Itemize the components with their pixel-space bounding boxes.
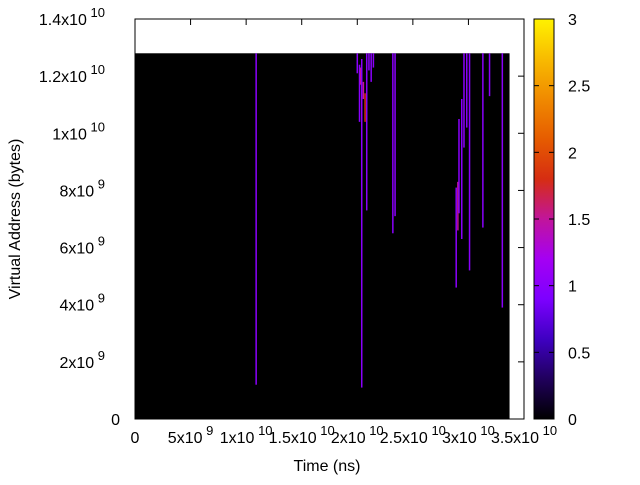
heatmap-event-line <box>365 53 368 211</box>
heatmap-zero-region <box>135 53 510 420</box>
heatmap-event-line <box>359 67 362 85</box>
y-tick-label: 4x10 9 <box>59 291 105 315</box>
y-tick-label: 1x10 10 <box>52 119 105 143</box>
heatmap-event-line <box>455 187 457 288</box>
x-tick-label: 3x10 10 <box>442 423 495 447</box>
heatmap-event-line <box>482 53 484 228</box>
heatmap-event-line <box>255 53 257 385</box>
plot-frame <box>134 18 525 420</box>
colorbar-tick-label: 0 <box>568 412 577 429</box>
colorbar-tick-label: 2 <box>568 145 577 162</box>
colorbar-tick-label: 1 <box>568 279 577 296</box>
heatmap-event-line <box>364 93 366 122</box>
heatmap-event-line <box>488 53 491 97</box>
colorbar-tick-label: 2.5 <box>568 79 590 96</box>
heatmap-event-line <box>392 53 394 234</box>
y-tick-label: 2x10 9 <box>59 348 105 372</box>
x-tick-label: 3.5x10 10 <box>491 423 557 447</box>
heatmap-event-line <box>358 64 361 122</box>
heatmap-event-line <box>360 59 363 388</box>
x-tick-label: 2.5x10 10 <box>380 423 446 447</box>
y-tick-label: 8x10 9 <box>59 176 105 200</box>
colorbar-tick-label: 3 <box>568 12 577 29</box>
heatmap-event-line <box>370 53 372 82</box>
y-tick-label: 1.4x10 10 <box>39 5 105 29</box>
heatmap-event-line <box>466 53 468 128</box>
heatmap-event-line <box>457 181 459 231</box>
heatmap-event-line <box>394 53 396 217</box>
heatmap-event-line <box>461 99 463 239</box>
x-tick-label: 5x10 9 <box>168 423 214 447</box>
heatmap-event-line <box>501 53 504 308</box>
heatmap-event-line <box>468 53 471 271</box>
x-tick-label: 1x10 10 <box>220 423 273 447</box>
heatmap-event-line <box>356 53 359 74</box>
y-tick-label: 6x10 9 <box>59 234 105 258</box>
heatmap-event-line <box>368 53 370 71</box>
x-tick-label: 2x10 10 <box>331 423 384 447</box>
y-axis-title: Virtual Address (bytes) <box>7 139 24 300</box>
x-tick-label: 1.5x10 10 <box>269 423 335 447</box>
heatmap-event-line <box>372 53 375 68</box>
colorbar-tick-label: 1.5 <box>568 212 590 229</box>
heatmap-event-line <box>463 53 465 148</box>
y-tick-label: 1.2x10 10 <box>39 62 105 86</box>
x-tick-label: 0 <box>131 430 140 447</box>
heatmap-event-line <box>458 119 460 214</box>
heatmap-event-line <box>362 81 365 99</box>
x-axis-title: Time (ns) <box>294 458 361 475</box>
y-tick-label: 0 <box>111 412 120 429</box>
colorbar-tick-label: 0.5 <box>568 345 590 362</box>
